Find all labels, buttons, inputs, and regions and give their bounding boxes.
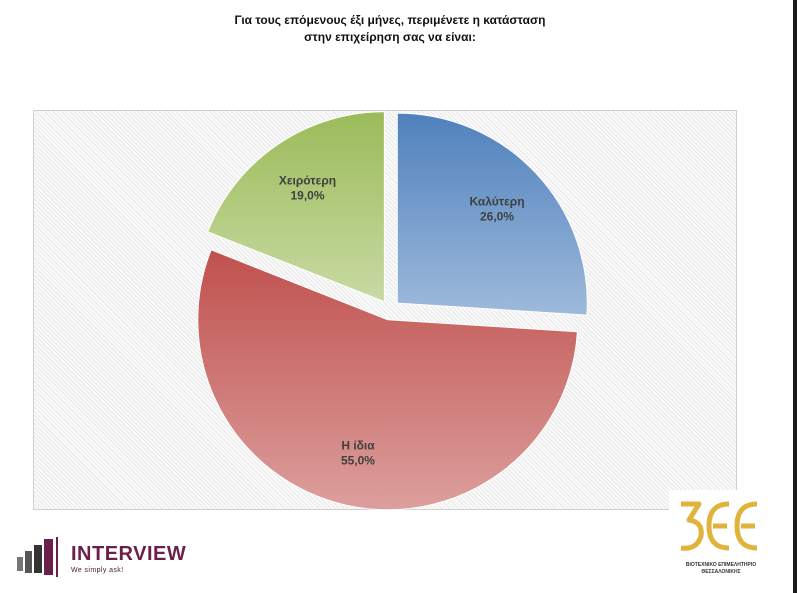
pie-slice [396,112,588,316]
pie-slice [207,111,385,303]
chart-title-line2: στην επιχείρηση σας να είναι: [304,30,476,44]
pie-slice [197,249,578,511]
slice-value-label: 26,0% [480,210,514,224]
interview-logo-name: INTERVIEW [71,543,187,565]
slice-label: Καλύτερη [469,195,524,209]
chart-title: Για τους επόμενους έξι μήνες, περιμένετε… [150,12,630,46]
interview-logo-icon [17,537,58,577]
interview-logo-tagline: We simply ask! [71,567,124,574]
bee-logo-line1: ΒΙΟΤΕΧΝΙΚΟ ΕΠΙΜΕΛΗΤΗΡΙΟ [685,562,757,568]
slice-label: Χειρότερη [279,174,336,188]
slice-value-label: 55,0% [341,453,375,467]
slice-value-label: 19,0% [290,189,324,203]
bee-logo-line2: ΘΕΣΣΑΛΟΝΙΚΗΣ [701,569,741,575]
bee-logo-icon [680,501,758,551]
chart-title-line1: Για τους επόμενους έξι μήνες, περιμένετε… [234,13,546,27]
bee-logo: ΒΙΟΤΕΧΝΙΚΟ ΕΠΙΜΕΛΗΤΗΡΙΟ ΘΕΣΣΑΛΟΝΙΚΗΣ [669,490,773,586]
window-right-border [793,0,797,593]
slice-label: Η ίδια [341,438,375,452]
